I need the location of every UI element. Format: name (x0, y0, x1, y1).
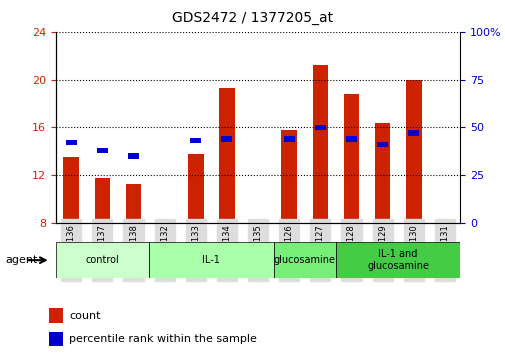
Bar (405, 80, 421, 223)
Bar (219, 88, 234, 223)
Text: count: count (69, 311, 100, 321)
Bar (283, 136, 294, 142)
Bar (188, 154, 203, 223)
Bar (125, 184, 141, 223)
Bar (343, 94, 359, 223)
FancyBboxPatch shape (335, 242, 460, 278)
Bar (408, 131, 418, 136)
Bar (49, 332, 63, 347)
Bar (128, 153, 139, 159)
Text: control: control (85, 255, 119, 265)
Bar (190, 138, 201, 143)
Text: glucosamine: glucosamine (273, 255, 335, 265)
Bar (345, 136, 356, 142)
Text: IL-1: IL-1 (202, 255, 220, 265)
Bar (97, 148, 108, 153)
Bar (312, 65, 327, 223)
Bar (374, 123, 390, 223)
Bar (63, 157, 79, 223)
FancyBboxPatch shape (149, 242, 273, 278)
FancyBboxPatch shape (56, 242, 149, 278)
Bar (376, 142, 387, 147)
Bar (49, 308, 63, 323)
Text: IL-1 and
glucosamine: IL-1 and glucosamine (367, 249, 428, 271)
Bar (66, 140, 77, 145)
FancyBboxPatch shape (273, 242, 335, 278)
Text: GDS2472 / 1377205_at: GDS2472 / 1377205_at (172, 11, 333, 25)
Bar (94, 178, 110, 223)
Bar (221, 136, 232, 142)
Bar (281, 130, 296, 223)
Text: percentile rank within the sample: percentile rank within the sample (69, 334, 257, 344)
Bar (314, 125, 325, 130)
Text: agent: agent (5, 255, 37, 265)
